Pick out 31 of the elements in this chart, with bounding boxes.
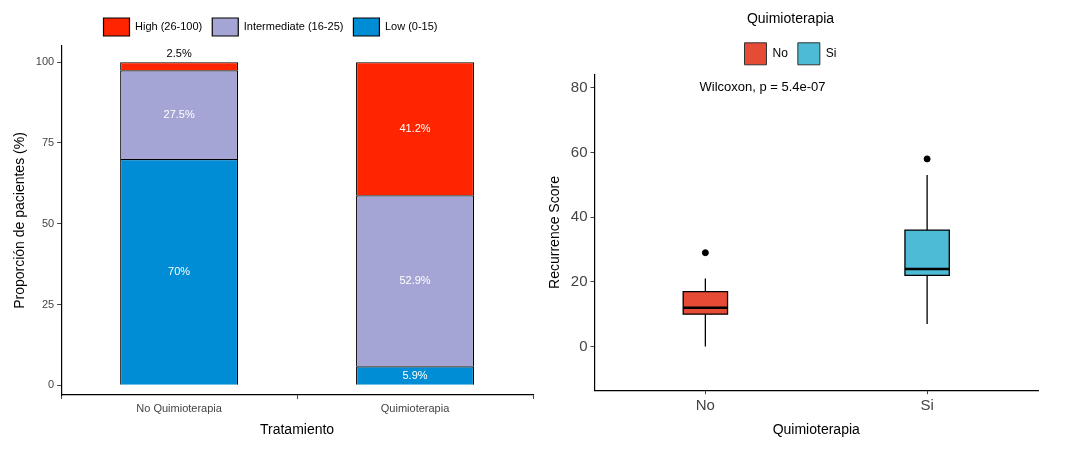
y-tick-label: 25 <box>41 297 55 310</box>
data-label: 41.2% <box>399 121 431 134</box>
x-tick-label: No Quimioterapia <box>136 401 223 414</box>
y-tick-label: 75 <box>41 135 55 148</box>
x-tick-label: Quimioterapia <box>380 401 451 414</box>
data-label: 2.5% <box>166 47 192 60</box>
legend-label: Low (0-15) <box>384 20 438 33</box>
y-tick-label: 40 <box>570 207 588 225</box>
y-tick-label: 50 <box>41 216 55 229</box>
legend-label: Intermediate (16-25) <box>243 20 344 33</box>
y-tick-label: 100 <box>35 55 55 68</box>
legend-title: Quimioterapia <box>746 9 835 26</box>
y-axis-title: Proporción de pacientes (%) <box>11 132 28 309</box>
data-label: 70% <box>168 264 191 277</box>
data-label: 5.9% <box>402 368 428 381</box>
data-label: 52.9% <box>399 273 431 286</box>
x-axis-title: Quimioterapia <box>772 421 861 438</box>
y-tick-label: 80 <box>570 77 588 95</box>
y-tick-label: 0 <box>579 336 588 354</box>
y-tick-label: 20 <box>570 271 588 289</box>
x-tick-label: Si <box>920 396 934 414</box>
annotation: Wilcoxon, p = 5.4e-07 <box>699 78 826 94</box>
x-tick-label: No <box>695 396 715 414</box>
legend-label: Si <box>825 46 837 61</box>
legend-label: No <box>772 46 789 61</box>
y-axis-title: Recurrence Score <box>546 175 563 289</box>
data-label: 27.5% <box>163 107 195 120</box>
y-tick-label: 0 <box>48 378 55 391</box>
y-tick-label: 60 <box>570 142 588 160</box>
legend-label: High (26-100) <box>135 20 203 33</box>
x-axis-title: Tratamiento <box>259 421 335 438</box>
